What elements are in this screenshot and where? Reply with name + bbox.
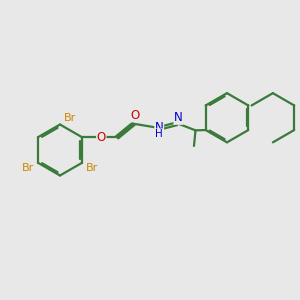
Text: O: O [97,131,106,144]
Text: N: N [155,121,164,134]
Text: Br: Br [22,163,34,173]
Text: Br: Br [64,113,76,123]
Text: N: N [174,111,183,124]
Text: H: H [155,129,163,139]
Text: Br: Br [85,163,98,173]
Text: O: O [130,109,140,122]
